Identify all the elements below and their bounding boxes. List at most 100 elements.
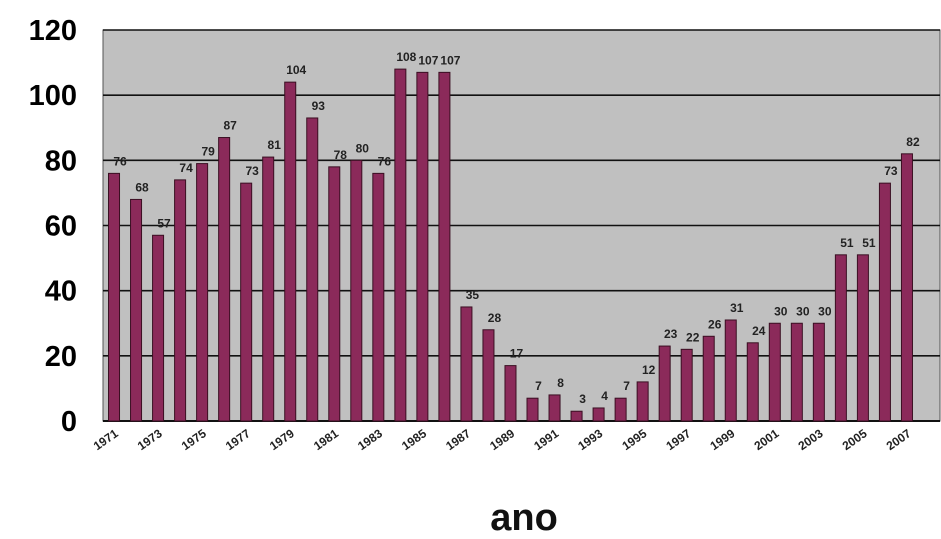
bar — [174, 179, 187, 422]
x-tick-label: 1985 — [399, 426, 429, 453]
bar — [482, 329, 495, 422]
y-tick-label: 100 — [29, 80, 77, 112]
data-label: 31 — [730, 301, 744, 315]
bar — [130, 198, 143, 422]
data-label: 28 — [488, 311, 502, 325]
data-label: 30 — [774, 304, 788, 318]
data-label: 73 — [884, 164, 898, 178]
data-label: 51 — [840, 236, 854, 250]
x-tick-label: 1989 — [487, 426, 517, 453]
x-axis-ticks: 1971 1973 1975 1977 1979 1981 1983 1985 1987 1989… — [91, 426, 914, 453]
bar — [372, 172, 385, 422]
data-label: 57 — [157, 216, 171, 230]
bar — [812, 322, 825, 422]
data-label: 7 — [535, 379, 542, 393]
bars — [108, 68, 913, 422]
data-label: 76 — [113, 154, 127, 168]
x-tick-label: 2007 — [884, 426, 914, 453]
bar — [658, 345, 671, 422]
y-tick-label: 20 — [45, 341, 77, 373]
x-tick-label: 1987 — [443, 426, 473, 453]
bar — [636, 381, 649, 422]
x-tick-label: 2003 — [796, 426, 826, 453]
y-axis-ticks: 0 20 40 60 80 100 120 — [29, 15, 77, 438]
bar — [438, 71, 451, 422]
data-label: 93 — [312, 99, 326, 113]
data-label: 87 — [223, 119, 237, 133]
data-label: 22 — [686, 330, 700, 344]
data-label: 108 — [396, 50, 416, 64]
data-label: 3 — [579, 392, 586, 406]
data-label: 68 — [135, 180, 149, 194]
bar — [328, 166, 341, 422]
bar — [900, 153, 913, 422]
x-tick-label: 1993 — [575, 426, 605, 453]
bar — [746, 342, 759, 422]
x-tick-label: 1973 — [135, 426, 165, 453]
bar — [834, 254, 847, 422]
bar — [394, 68, 407, 422]
bar — [350, 159, 363, 422]
x-tick-label: 1981 — [311, 426, 341, 453]
data-label: 26 — [708, 317, 722, 331]
y-tick-label: 120 — [29, 15, 77, 47]
y-tick-label: 80 — [45, 145, 77, 177]
data-label: 7 — [623, 379, 630, 393]
bar — [702, 335, 715, 422]
bar — [262, 156, 275, 422]
bar — [306, 117, 319, 422]
x-tick-label: 2001 — [752, 426, 782, 453]
bar — [196, 163, 209, 422]
data-label: 35 — [466, 288, 480, 302]
data-label: 73 — [245, 164, 259, 178]
data-label: 8 — [557, 376, 564, 390]
data-label: 23 — [664, 327, 678, 341]
x-tick-label: 1979 — [267, 426, 297, 453]
bar — [878, 182, 891, 422]
bar — [570, 410, 583, 422]
x-tick-label: 1997 — [663, 426, 693, 453]
x-tick-label: 1975 — [179, 426, 209, 453]
data-label: 82 — [906, 135, 920, 149]
bar — [680, 348, 693, 422]
bar — [856, 254, 869, 422]
data-label: 79 — [201, 145, 215, 159]
data-label: 12 — [642, 363, 656, 377]
bar — [284, 81, 297, 422]
bar — [526, 397, 539, 422]
bar — [108, 172, 121, 422]
bar — [614, 397, 627, 422]
x-tick-label: 1991 — [531, 426, 561, 453]
x-tick-label: 1977 — [223, 426, 253, 453]
bar — [768, 322, 781, 422]
bar — [790, 322, 803, 422]
bar — [240, 182, 253, 422]
data-label: 17 — [510, 347, 524, 361]
y-tick-label: 40 — [45, 276, 77, 308]
data-label: 80 — [356, 141, 370, 155]
x-tick-label: 1995 — [619, 426, 649, 453]
data-label: 107 — [440, 53, 460, 67]
y-tick-label: 60 — [45, 211, 77, 243]
data-label: 4 — [601, 389, 608, 403]
x-tick-label: 1971 — [91, 426, 121, 453]
data-label: 78 — [334, 148, 348, 162]
data-label: 104 — [286, 63, 306, 77]
data-label: 107 — [418, 53, 438, 67]
x-axis-title: ano — [490, 497, 558, 539]
data-label: 51 — [862, 236, 876, 250]
data-label: 74 — [179, 161, 193, 175]
data-label: 24 — [752, 324, 766, 338]
bar — [504, 365, 517, 422]
data-label: 30 — [796, 304, 810, 318]
bar — [218, 137, 231, 422]
bar — [724, 319, 737, 422]
bar — [416, 71, 429, 422]
data-label: 81 — [268, 138, 282, 152]
bar — [548, 394, 561, 422]
y-tick-label: 0 — [61, 406, 77, 438]
x-tick-label: 1983 — [355, 426, 385, 453]
bar — [152, 234, 165, 422]
